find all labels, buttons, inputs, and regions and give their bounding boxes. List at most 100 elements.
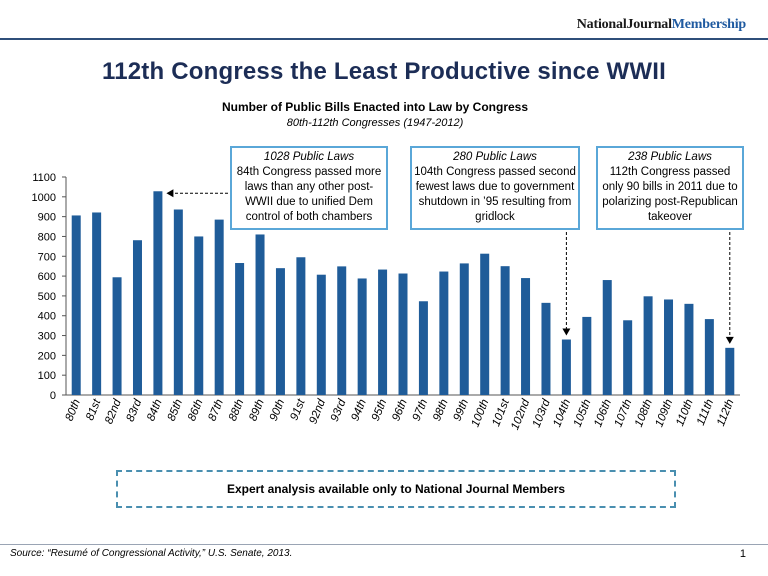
- x-tick-label-110th: 110th: [674, 398, 696, 428]
- bar-88th: [235, 263, 245, 395]
- source-note: Source: “Resumé of Congressional Activit…: [10, 548, 293, 559]
- x-tick-label-112th: 112th: [715, 398, 737, 428]
- arrow-104th-head: [562, 328, 571, 336]
- x-tick-label-101st: 101st: [490, 397, 512, 428]
- bar-112th: [725, 347, 735, 395]
- y-tick-label: 200: [38, 350, 56, 362]
- page-title: 112th Congress the Least Productive sinc…: [101, 58, 666, 85]
- bar-99th: [459, 263, 469, 395]
- bar-106th: [602, 280, 612, 395]
- bar-105th: [582, 316, 592, 395]
- bar-101st: [500, 266, 510, 395]
- y-tick-label: 300: [38, 331, 56, 343]
- bar-83rd: [132, 240, 142, 395]
- callout-104th-heading: 280 Public Laws: [453, 151, 537, 163]
- bar-89th: [255, 234, 265, 395]
- bar-110th: [684, 303, 694, 395]
- bar-86th: [194, 236, 204, 395]
- bar-84th: [153, 191, 163, 395]
- x-tick-label-108th: 108th: [633, 398, 655, 429]
- x-tick-label-107th: 107th: [613, 398, 635, 429]
- x-tick-label-84th: 84th: [145, 398, 165, 423]
- x-tick-label-81st: 81st: [84, 397, 104, 422]
- bar-98th: [439, 271, 449, 395]
- chart-subtitle: Number of Public Bills Enacted into Law …: [221, 100, 529, 114]
- bar-96th: [398, 273, 408, 395]
- x-tick-label-103rd: 103rd: [531, 397, 553, 429]
- y-tick-label: 600: [38, 271, 56, 283]
- bar-108th: [643, 296, 653, 395]
- bar-104th: [561, 339, 571, 395]
- bar-91st: [296, 257, 306, 395]
- x-tick-label-106th: 106th: [592, 398, 614, 429]
- arrow-84th-head: [166, 189, 174, 198]
- x-tick-label-80th: 80th: [63, 398, 83, 423]
- bar-92nd: [316, 274, 326, 395]
- x-tick-label-88th: 88th: [227, 398, 247, 423]
- y-tick-label: 400: [38, 311, 56, 323]
- bar-93rd: [337, 266, 347, 395]
- top-rule: [0, 38, 768, 40]
- x-tick-label-97th: 97th: [411, 398, 431, 423]
- x-tick-label-99th: 99th: [452, 398, 472, 423]
- bar-chart: 0 100 200 300 400 500 600 700 800 900 1000 1100 80th…: [32, 172, 740, 432]
- chart-date-range: 80th-112th Congresses (1947-2012): [286, 117, 464, 129]
- callout-112th: 238 Public Laws 112th Congress passed on…: [596, 146, 744, 230]
- x-tick-label-96th: 96th: [390, 398, 410, 423]
- x-tick-label-102nd: 102nd: [509, 397, 532, 432]
- page-number: 1: [739, 548, 746, 560]
- bar-102nd: [521, 278, 531, 395]
- bar-80th: [71, 215, 81, 395]
- callout-112th-heading: 238 Public Laws: [628, 151, 712, 163]
- bar-100th: [480, 253, 490, 395]
- x-tick-label-86th: 86th: [186, 398, 206, 423]
- x-tick-label-92nd: 92nd: [307, 397, 328, 426]
- y-tick-label: 900: [38, 212, 56, 224]
- x-tick-label-82nd: 82nd: [103, 397, 124, 426]
- brand-logo: NationalJournalMembership: [577, 17, 746, 33]
- bar-94th: [357, 278, 367, 395]
- callout-104th: 280 Public Laws 104th Congress passed se…: [410, 146, 580, 230]
- y-tick-label: 800: [38, 231, 56, 243]
- bar-95th: [378, 269, 388, 395]
- x-tick-label-89th: 89th: [247, 398, 267, 423]
- brand-part-2: Membership: [671, 17, 746, 32]
- y-tick-label: 0: [50, 390, 56, 402]
- bar-107th: [623, 320, 633, 395]
- x-tick-label-98th: 98th: [431, 398, 451, 423]
- y-tick-label: 1100: [32, 172, 56, 184]
- bottom-rule: [0, 544, 768, 545]
- y-tick-label: 500: [38, 291, 56, 303]
- arrow-112th-head: [725, 336, 734, 344]
- x-tick-label-94th: 94th: [349, 398, 369, 423]
- x-tick-label-109th: 109th: [653, 398, 675, 429]
- y-tick-label: 1000: [32, 192, 56, 204]
- callout-104th-body: 104th Congress passed second fewest laws…: [414, 166, 576, 223]
- x-tick-label-100th: 100th: [470, 398, 492, 429]
- bar-85th: [173, 209, 183, 395]
- y-tick-label: 700: [38, 251, 56, 263]
- x-tick-label-85th: 85th: [166, 398, 186, 423]
- callout-84th-body: 84th Congress passed more laws than any …: [236, 166, 382, 223]
- bar-87th: [214, 219, 224, 395]
- x-tick-label-111th: 111th: [695, 398, 716, 428]
- bar-97th: [418, 301, 428, 395]
- x-tick-label-90th: 90th: [268, 398, 288, 423]
- bar-111th: [704, 319, 714, 395]
- y-tick-label: 100: [38, 370, 56, 382]
- callout-112th-body: 112th Congress passed only 90 bills in 2…: [602, 166, 738, 223]
- brand-part-1: NationalJournal: [576, 17, 672, 32]
- x-tick-label-104th: 104th: [551, 398, 573, 429]
- members-banner[interactable]: Expert analysis available only to Nation…: [116, 470, 676, 508]
- bar-109th: [664, 299, 674, 395]
- x-tick-label-93rd: 93rd: [329, 397, 349, 423]
- callout-84th: 1028 Public Laws 84th Congress passed mo…: [230, 146, 388, 230]
- x-tick-label-87th: 87th: [206, 398, 226, 423]
- x-tick-label-91st: 91st: [288, 397, 308, 422]
- x-tick-label-83rd: 83rd: [125, 397, 145, 423]
- bar-81st: [92, 212, 102, 395]
- bar-103rd: [541, 302, 551, 395]
- callout-84th-heading: 1028 Public Laws: [263, 151, 355, 163]
- bar-82nd: [112, 277, 122, 395]
- x-tick-label-105th: 105th: [572, 398, 594, 429]
